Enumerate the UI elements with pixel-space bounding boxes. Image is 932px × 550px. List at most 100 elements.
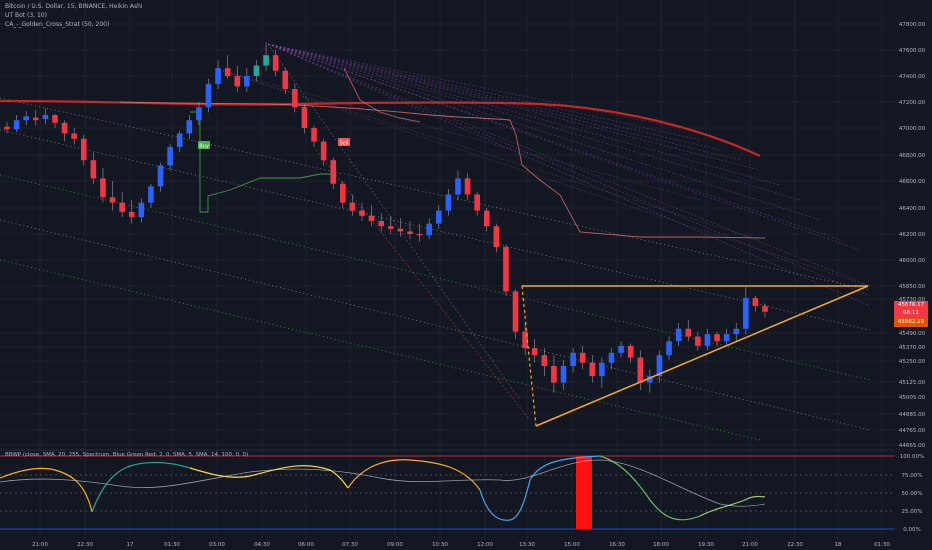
bbwp-line xyxy=(0,467,93,513)
candle-body xyxy=(215,68,221,84)
candle-body xyxy=(397,228,404,232)
candle-body xyxy=(368,215,375,221)
bbwp-level-label: 50.00% xyxy=(902,491,923,497)
candle-body xyxy=(503,247,509,292)
candle-body xyxy=(52,115,58,123)
candle-body xyxy=(148,186,154,203)
fan-projection-line xyxy=(267,43,761,171)
candle-body xyxy=(244,76,250,87)
candle-body xyxy=(589,362,596,377)
time-tick-label: 18:00 xyxy=(653,542,669,548)
candle-body xyxy=(311,128,317,142)
price-tick-label: 44765.00 xyxy=(899,428,926,434)
candle-body xyxy=(272,55,279,71)
price-axis[interactable]: 47800.00 47600.00 47400.00 47200.00 47000.00… xyxy=(895,0,932,550)
indicator-golden-cross-label[interactable]: CA_-_Golden_Cross_Strat (50, 200) xyxy=(5,21,110,28)
bbwp-line xyxy=(347,459,481,491)
time-tick-label: 17 xyxy=(127,542,134,548)
candle-body xyxy=(522,331,528,349)
fan-projection-line xyxy=(267,43,871,297)
lower-price-label: 45562.29 xyxy=(894,318,928,327)
price-tick-label: 46200.00 xyxy=(899,232,926,238)
price-tick-label: 46400.00 xyxy=(899,206,926,212)
time-tick-label: 21:00 xyxy=(32,542,48,548)
ascending-triangle-drawing[interactable] xyxy=(521,285,869,427)
price-tick-label: 45250.00 xyxy=(899,359,926,365)
time-tick-label: 15:00 xyxy=(564,542,580,548)
time-tick-label: 22:30 xyxy=(787,542,803,548)
candle-body xyxy=(464,178,471,195)
price-tick-label: 44665.00 xyxy=(899,443,926,449)
time-tick-label: 19:30 xyxy=(698,542,714,548)
bbwp-level-label: 100.00% xyxy=(900,454,924,460)
candle-body xyxy=(349,202,356,211)
candle-body xyxy=(762,306,768,312)
candle-body xyxy=(186,120,193,134)
bar-countdown-label: 06:11 xyxy=(894,309,928,318)
ut-bot-lower-trail xyxy=(190,111,335,213)
channel-line xyxy=(0,129,871,331)
price-tick-label: 45125.00 xyxy=(899,380,926,386)
candle-body xyxy=(483,210,490,227)
price-tick-label: 45005.00 xyxy=(899,395,926,401)
channel-line xyxy=(0,97,871,291)
candle-body xyxy=(627,345,634,358)
price-tick-label: 45370.00 xyxy=(899,345,926,351)
fan-projection-line xyxy=(219,69,871,287)
candle-body xyxy=(71,133,77,139)
price-tick-label: 45490.00 xyxy=(899,331,926,337)
candle-body xyxy=(531,348,538,356)
candle-body xyxy=(541,355,548,367)
fan-projection-line xyxy=(267,43,821,221)
candle-body xyxy=(330,160,337,184)
price-tick-label: 46800.00 xyxy=(899,153,926,159)
candle-body xyxy=(23,116,29,121)
indicator-ut-bot-label[interactable]: UT Bot (3, 10) xyxy=(5,12,47,19)
candle-body xyxy=(138,202,145,218)
candle-body xyxy=(167,146,173,166)
fan-projection-line xyxy=(267,43,781,186)
candle-body xyxy=(435,210,442,224)
candle-body xyxy=(61,122,68,134)
candlestick-series xyxy=(4,42,768,393)
candle-body xyxy=(647,376,653,383)
candle-body xyxy=(723,334,730,342)
candle-body xyxy=(90,160,97,179)
fan-projection-line xyxy=(315,149,531,421)
candle-body xyxy=(695,336,701,346)
ut-bot-trail-segment xyxy=(343,67,421,123)
candle-body xyxy=(263,55,269,66)
candle-body xyxy=(282,70,289,89)
candle-body xyxy=(253,65,260,76)
candle-body xyxy=(42,115,49,119)
candle-body xyxy=(579,352,586,363)
fan-projection-line xyxy=(267,43,871,307)
bbwp-line xyxy=(599,455,701,521)
buy-signal-text: Buy xyxy=(199,144,209,150)
price-tick-label: 45850.00 xyxy=(899,284,926,290)
fan-projection-line xyxy=(267,43,701,141)
time-tick-label: 01:30 xyxy=(874,542,890,548)
candle-body xyxy=(407,231,413,234)
candle-body xyxy=(292,89,298,108)
bbwp-line xyxy=(189,465,349,489)
time-tick-label: 01:30 xyxy=(164,542,180,548)
bbwp-level-label: 0.00% xyxy=(903,527,920,533)
time-axis[interactable]: 21:00 22:30 17 01:30 03:00 04:30 06:00 07:30 09:… xyxy=(32,542,890,548)
candle-body xyxy=(416,234,423,236)
time-tick-label: 07:30 xyxy=(342,542,358,548)
candle-body xyxy=(4,126,10,130)
candle-body xyxy=(196,107,202,121)
price-tick-label: 47200.00 xyxy=(899,100,926,106)
bbwp-indicator-title[interactable]: BBWP (close, SMA, 20, 255, Spectrum, Blu… xyxy=(5,452,249,458)
price-tick-label: 47400.00 xyxy=(899,74,926,80)
symbol-title[interactable]: Bitcoin / U.S. Dollar, 15, BINANCE, Heik… xyxy=(5,3,143,10)
fan-projection-line xyxy=(267,43,721,151)
candle-body xyxy=(301,107,308,128)
candle-body xyxy=(234,76,241,87)
candle-body xyxy=(560,366,567,383)
candle-body xyxy=(493,226,500,247)
bbwp-ma-line xyxy=(0,459,766,507)
price-tick-label: 46600.00 xyxy=(899,179,926,185)
